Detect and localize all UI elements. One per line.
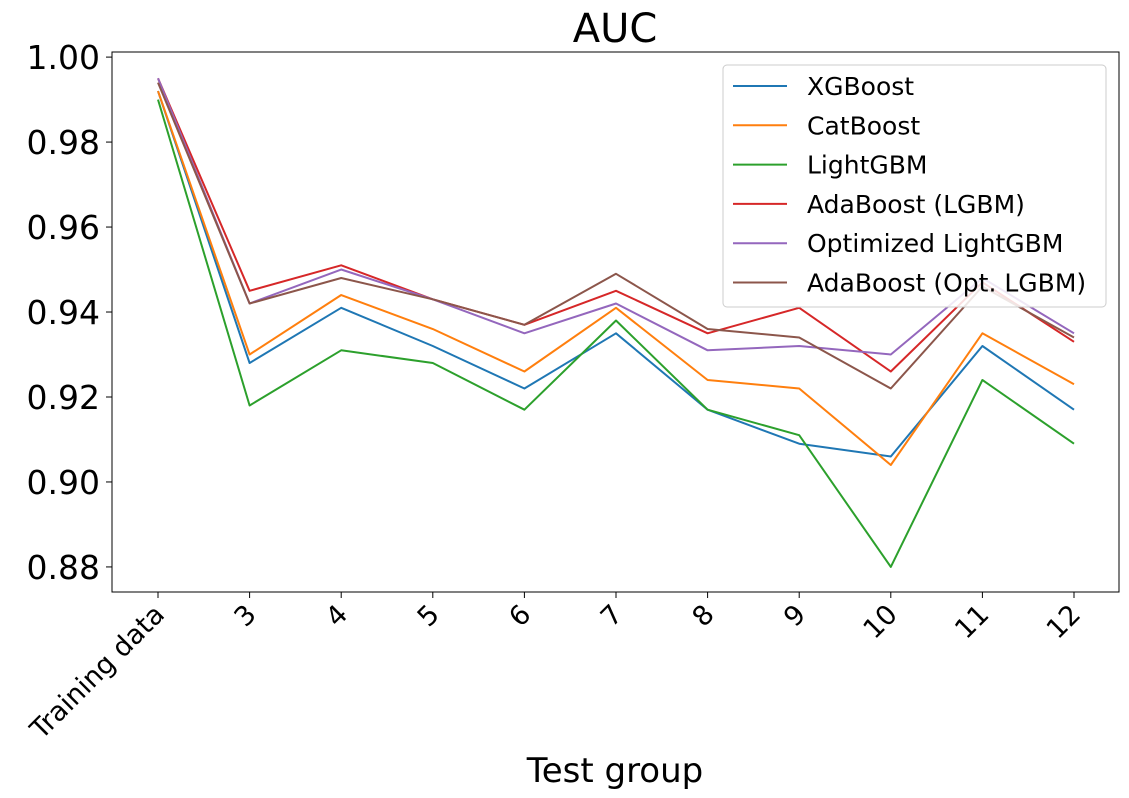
legend-box — [722, 64, 1107, 308]
y-tick-label: 0.98 — [27, 123, 100, 162]
y-tick-label: 0.92 — [27, 378, 100, 417]
series-line-2 — [157, 99, 1075, 568]
legend-label-4: Optimized LightGBM — [807, 229, 1063, 258]
y-axis-ticks: 0.88 0.90 0.92 0.94 0.96 0.98 1.00 — [27, 38, 112, 587]
legend-label-1: CatBoost — [807, 111, 920, 140]
series-line-1 — [157, 90, 1075, 466]
x-tick-label: 7 — [595, 599, 629, 633]
y-tick-label: 0.96 — [27, 208, 100, 247]
x-tick-label: 9 — [778, 599, 812, 633]
series-line-4 — [157, 77, 1075, 356]
y-tick-label: 0.94 — [27, 293, 100, 332]
x-tick-label: 11 — [949, 599, 995, 645]
legend-label-3: AdaBoost (LGBM) — [807, 190, 1025, 219]
x-tick-label: 6 — [503, 599, 537, 633]
x-tick-label: 10 — [858, 599, 904, 645]
series-line-3 — [157, 77, 1075, 373]
legend: XGBoost CatBoost LightGBM AdaBoost (LGBM) Op… — [722, 64, 1107, 308]
x-axis-ticks: Training data 3 4 5 6 7 8 9 10 11 12 — [24, 592, 1087, 746]
y-tick-label: 1.00 — [27, 38, 100, 77]
y-tick-label: 0.88 — [27, 548, 100, 587]
x-tick-label: 5 — [412, 599, 446, 633]
x-tick-label: 12 — [1041, 599, 1087, 645]
y-tick-label: 0.90 — [27, 463, 100, 502]
legend-label-2: LightGBM — [807, 151, 927, 180]
x-tick-label: 3 — [228, 599, 262, 633]
legend-label-0: XGBoost — [807, 72, 914, 101]
plot-lines — [157, 77, 1075, 568]
chart-title: AUC — [573, 6, 658, 52]
series-line-5 — [157, 82, 1075, 390]
x-axis-label: Test group — [526, 751, 704, 791]
x-tick-label: Training data — [24, 599, 171, 746]
legend-label-5: AdaBoost (Opt. LGBM) — [807, 269, 1086, 298]
x-tick-label: 8 — [686, 599, 720, 633]
x-tick-label: 4 — [320, 599, 354, 633]
